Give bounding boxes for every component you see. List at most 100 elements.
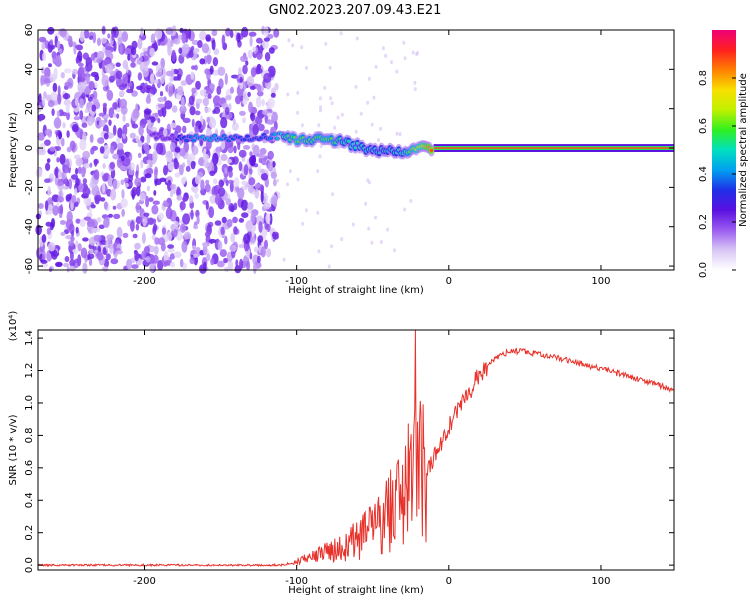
spectrogram-noise-cell: [229, 244, 237, 252]
spectrogram-ridge-core: [212, 134, 217, 138]
spectrogram-noise-cell: [239, 110, 246, 116]
spectrogram-noise-cell: [184, 235, 192, 240]
spectrogram-noise-cell: [209, 83, 215, 89]
spectrogram-noise-cell: [252, 46, 256, 52]
spectrogram-noise-cell: [48, 63, 52, 68]
spectrogram-noise-cell: [98, 112, 106, 117]
spectrogram-noise-cell: [374, 64, 378, 69]
spectrogram-noise-cell: [82, 186, 91, 197]
spectrogram-noise-cell: [92, 228, 101, 233]
spectrogram-noise-cell: [261, 40, 270, 49]
spectrogram-noise-cell: [224, 73, 228, 85]
colorbar-tick-label: 0.2: [698, 214, 709, 230]
spectrogram-noise-cell: [143, 212, 150, 217]
spectrogram-noise-cell: [94, 159, 98, 167]
spectrogram-noise-cell: [203, 159, 210, 169]
spectrogram-noise-cell: [224, 235, 228, 245]
spectrogram-noise-cell: [173, 160, 180, 170]
spectrogram-noise-cell: [84, 108, 89, 114]
spectrogram-noise-cell: [393, 248, 396, 253]
spectrogram-noise-cell: [89, 134, 94, 143]
spectrogram-noise-cell: [79, 110, 84, 120]
spectrogram-noise-cell: [61, 171, 65, 181]
spectrogram-noise-cell: [386, 227, 390, 232]
spectrogram-noise-cell: [300, 45, 304, 50]
spectrogram-noise-cell: [165, 27, 174, 35]
spectrogram-noise-cell: [304, 208, 308, 213]
spectrogram-noise-cell: [148, 245, 156, 253]
spectrogram-noise-cell: [90, 53, 96, 61]
spectrogram-noise-cell: [216, 260, 225, 268]
spectrogram-ridge-core: [429, 148, 434, 153]
spectrogram-noise-cell: [149, 86, 158, 95]
spectrogram-noise-cell: [53, 117, 62, 129]
spectrogram-band-core: [433, 147, 674, 149]
spectrogram-noise-cell: [65, 194, 72, 202]
spectrogram-noise-cell: [178, 47, 183, 54]
spectrogram-noise-cell: [132, 108, 140, 119]
spectrogram-noise-cell: [140, 176, 147, 183]
spectrogram-noise-cell: [97, 50, 105, 61]
spectrogram-noise-cell: [194, 48, 200, 53]
spectrogram-noise-cell: [116, 137, 121, 143]
spectrogram-noise-cell: [403, 56, 407, 61]
spectrogram-noise-cell: [271, 111, 278, 123]
spectrogram-ridge-core: [191, 138, 196, 143]
spectrogram-noise-cell: [173, 38, 181, 45]
spectrogram-noise-cell: [96, 137, 104, 144]
spectrogram-noise-cell: [137, 152, 142, 158]
spectrogram-noise-cell: [169, 261, 176, 268]
spectrogram-noise-cell: [190, 71, 195, 80]
spectrogram-noise-cell: [74, 258, 80, 263]
spectrogram-noise-cell: [72, 68, 78, 75]
spectrogram-noise-cell: [102, 266, 109, 272]
spectrogram-noise-cell: [179, 201, 186, 211]
spectrogram-noise-cell: [221, 216, 227, 224]
spectrogram-noise-cell: [64, 68, 72, 74]
spectrogram-noise-cell: [324, 41, 328, 46]
spectrogram-noise-cell: [219, 97, 226, 105]
spectrogram-noise-cell: [117, 127, 123, 139]
spectrogram-noise-cell: [153, 190, 157, 196]
spectrogram-noise-cell: [209, 65, 214, 75]
spectrogram-noise-cell: [188, 95, 195, 106]
spectrogram-noise-cell: [66, 146, 72, 153]
spectrogram-noise-cell: [137, 72, 143, 81]
spectrogram-noise-cell: [122, 114, 126, 122]
spectrogram-noise-cell: [157, 260, 164, 271]
spectrogram-noise-cell: [109, 161, 116, 170]
spectrogram-noise-cell: [116, 250, 123, 255]
spectrogram-noise-cell: [367, 76, 371, 81]
spectrogram-noise-cell: [247, 208, 252, 214]
spectrogram-noise-cell: [58, 131, 62, 140]
spectrogram-noise-cell: [240, 199, 249, 211]
spectrogram-noise-cell: [182, 117, 191, 124]
spectrogram-noise-cell: [78, 76, 86, 83]
spectrogram-noise-cell: [141, 232, 146, 244]
spectrogram-noise-cell: [274, 83, 279, 91]
spectrogram-noise-cell: [77, 243, 82, 252]
spectrogram-noise-cell: [179, 223, 186, 233]
spectrogram-noise-cell: [182, 196, 189, 202]
spectrogram-noise-cell: [174, 172, 181, 178]
colorbar-ticks: 0.0 0.2 0.4 0.6 0.8: [698, 70, 736, 278]
spectrogram-noise-cell: [319, 105, 322, 110]
spectrogram-noise-cell: [87, 253, 95, 260]
spectrogram-noise-cell: [174, 146, 181, 153]
spectrogram-noise-cell: [75, 167, 79, 175]
spectrogram-noise-cell: [217, 66, 226, 77]
spectrogram-noise-cell: [115, 62, 121, 67]
spectrogram-noise-cell: [245, 220, 253, 232]
spectrogram-noise-cell: [169, 122, 177, 129]
spectrogram-noise-cell: [301, 221, 305, 226]
spectrogram-noise-cell: [246, 260, 250, 271]
spectrogram-noise-cell: [37, 132, 45, 141]
spectrogram-noise-cell: [202, 97, 209, 107]
spectrogram-noise-cell: [238, 218, 245, 223]
spectrogram-noise-cell: [132, 233, 138, 239]
spectrogram-noise-cell: [57, 170, 63, 178]
spectrogram-noise-cell: [56, 157, 60, 163]
spectrogram-noise-cell: [291, 43, 295, 48]
spectrogram-noise-cell: [105, 253, 111, 261]
spectrogram-noise-cell: [56, 110, 60, 118]
